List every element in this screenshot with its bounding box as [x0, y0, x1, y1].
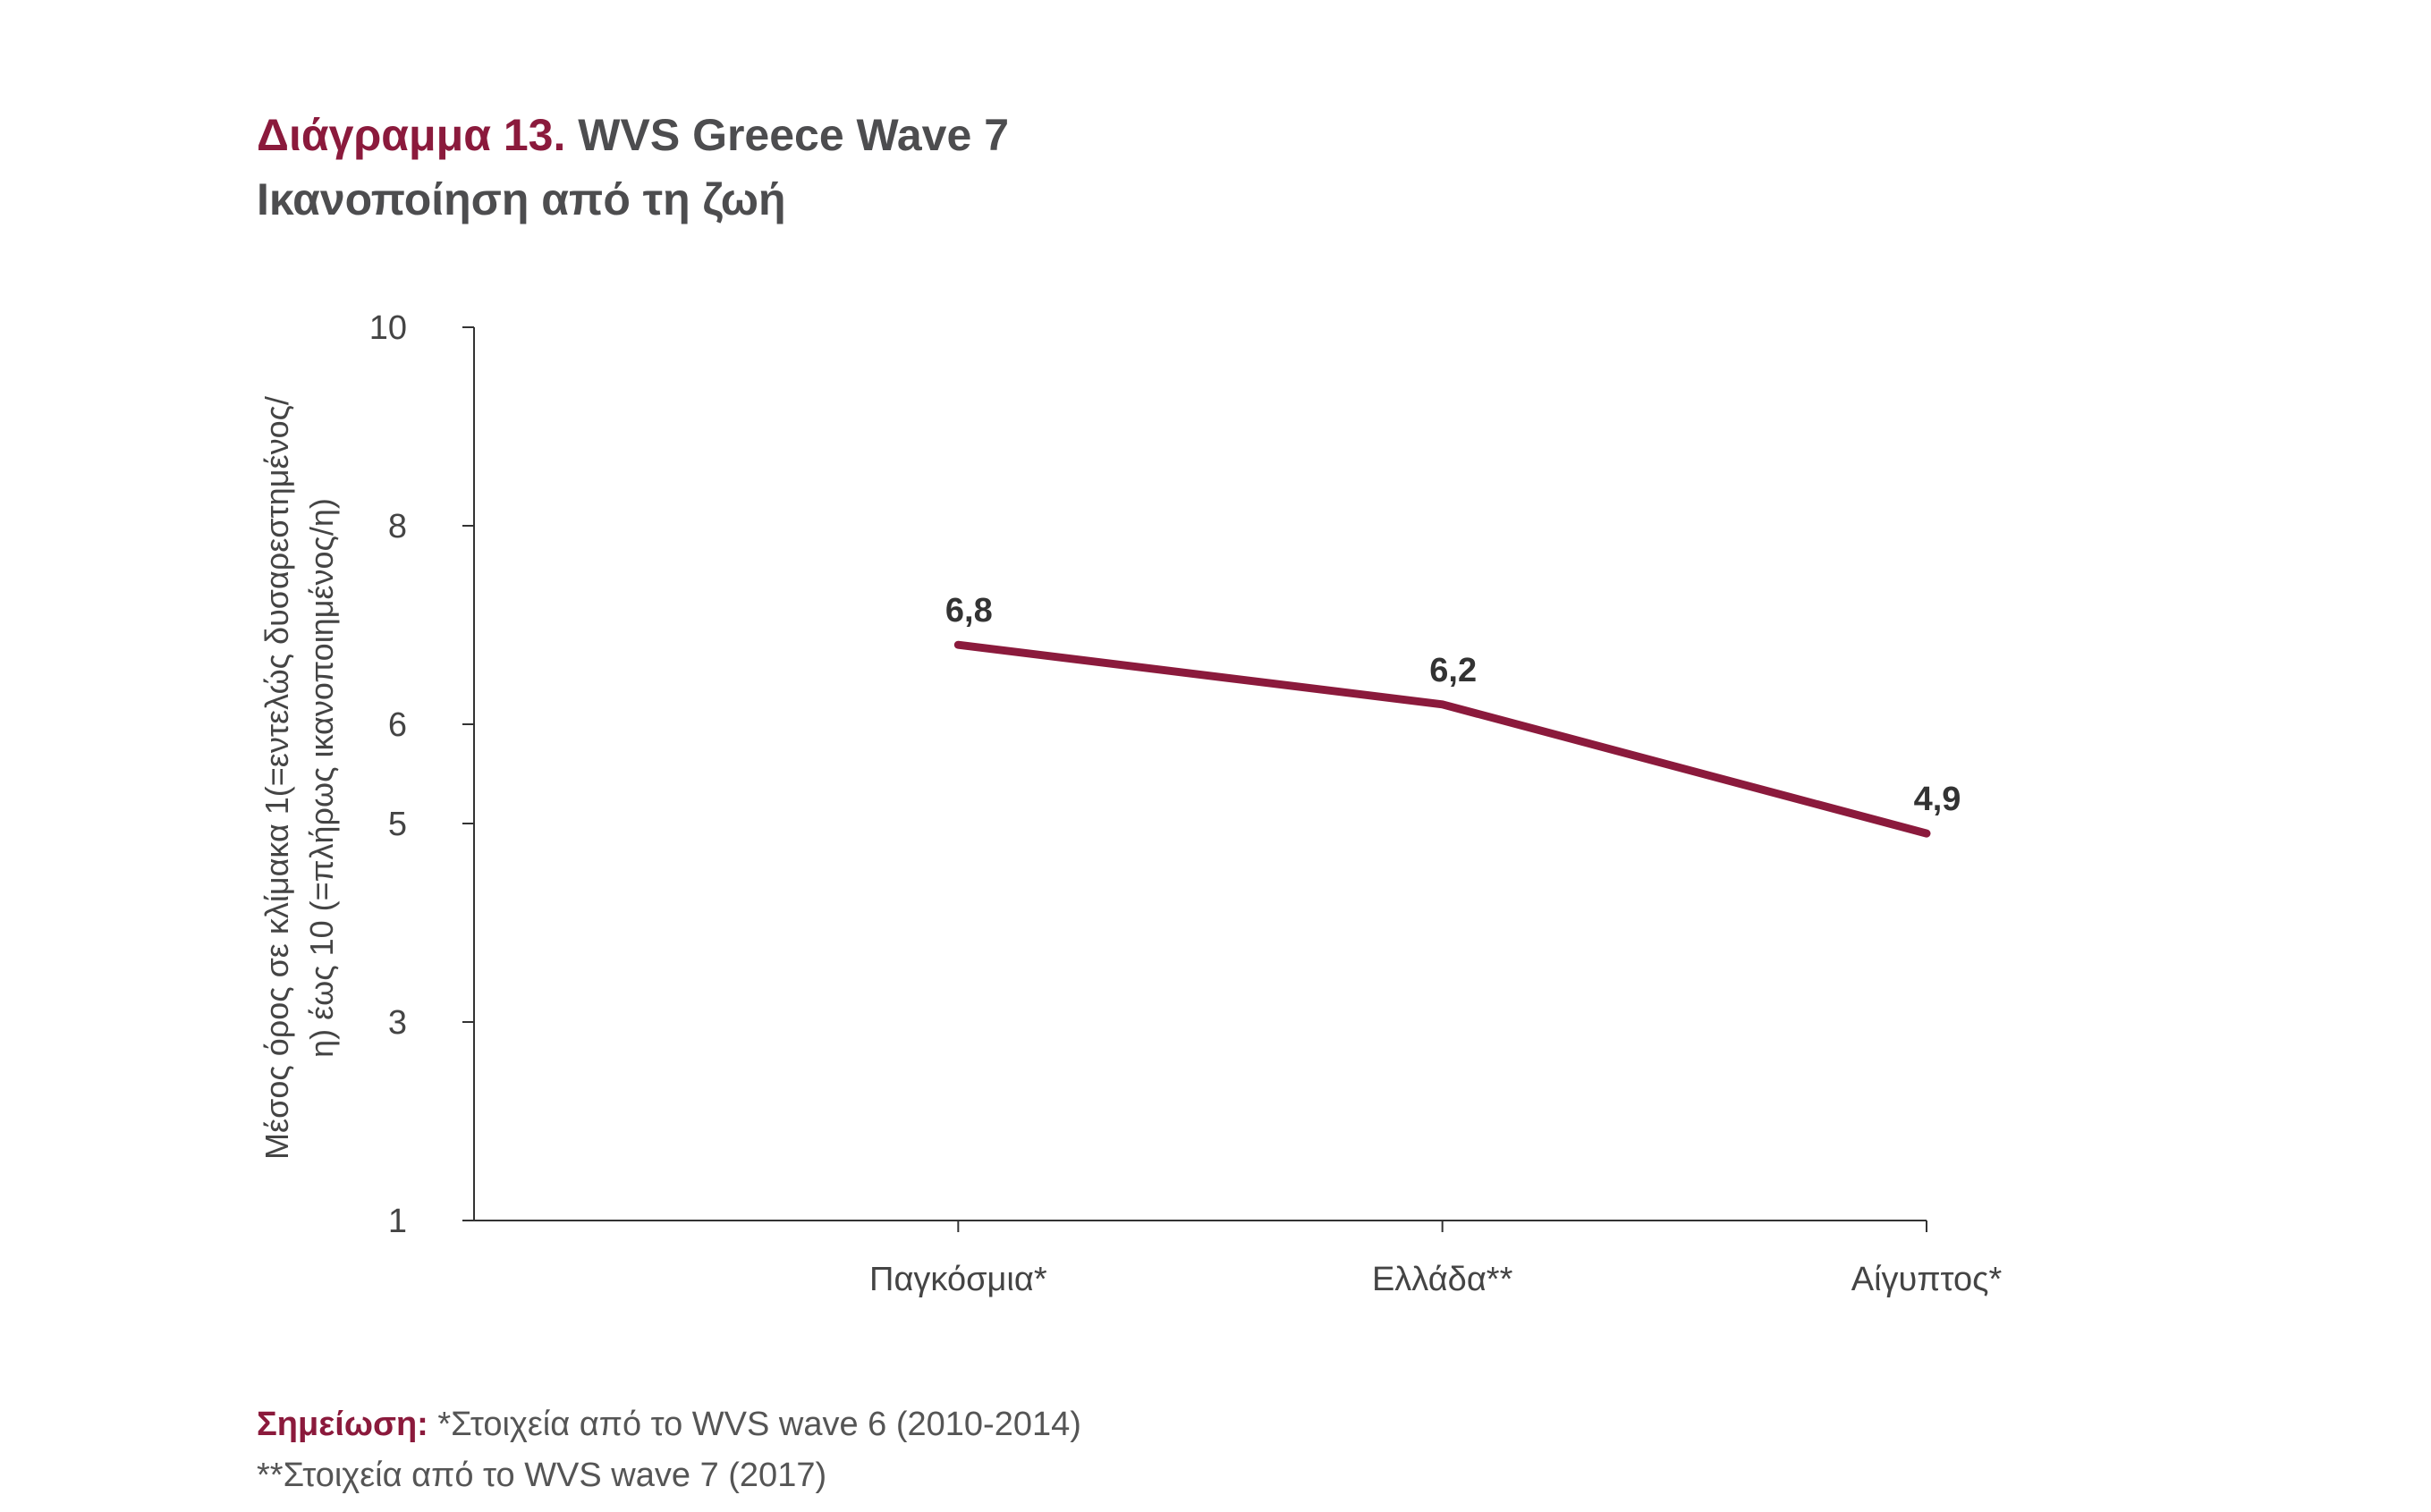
footnote-label: Σημείωση:	[257, 1406, 428, 1443]
y-tick-label: 6	[388, 706, 407, 744]
chart-title: Διάγραμμα 13. WVS Greece Wave 7	[257, 103, 1009, 167]
chart-title-prefix: Διάγραμμα 13.	[257, 110, 566, 160]
y-ticks: 1 3 5 6 8 10	[369, 309, 474, 1240]
y-tick-label: 1	[388, 1203, 407, 1240]
y-axis-label-line1: Μέσος όρος σε κλίμακα 1(=εντελώς δυσαρεσ…	[258, 396, 295, 1160]
x-tick-label: Παγκόσμια*	[869, 1261, 1047, 1298]
chart-title-main: WVS Greece Wave 7	[578, 110, 1009, 160]
y-tick-label: 10	[369, 309, 407, 347]
x-tick-label: Αίγυπτος*	[1851, 1261, 2003, 1298]
data-label: 6,8	[945, 592, 993, 629]
data-label: 6,2	[1429, 652, 1477, 689]
data-label: 4,9	[1914, 781, 1961, 818]
y-axis-label: Μέσος όρος σε κλίμακα 1(=εντελώς δυσαρεσ…	[258, 396, 340, 1160]
data-point	[1923, 830, 1930, 838]
y-tick-label: 8	[388, 508, 407, 545]
x-tick-label: Ελλάδα**	[1372, 1261, 1513, 1298]
chart-axes	[473, 327, 1927, 1221]
y-tick-label: 5	[388, 806, 407, 843]
x-ticks: Παγκόσμια* Ελλάδα** Αίγυπτος*	[869, 1221, 2002, 1298]
y-tick-label: 3	[388, 1004, 407, 1042]
chart-subtitle: Ικανοποίηση από τη ζωή	[257, 174, 786, 224]
footnote-text-1: *Στοιχεία από το WVS wave 6 (2010-2014)	[437, 1406, 1081, 1443]
footnote-1: Σημείωση: *Στοιχεία από το WVS wave 6 (2…	[257, 1399, 1081, 1449]
data-point	[954, 641, 962, 649]
data-point	[1438, 700, 1446, 708]
series-group: 6,8 6,2 4,9	[945, 592, 1961, 838]
footnote-2: **Στοιχεία από το WVS wave 7 (2017)	[257, 1457, 827, 1494]
y-axis-label-line2: η) έως 10 (=πλήρως ικανοποιημένος/η)	[303, 498, 340, 1058]
